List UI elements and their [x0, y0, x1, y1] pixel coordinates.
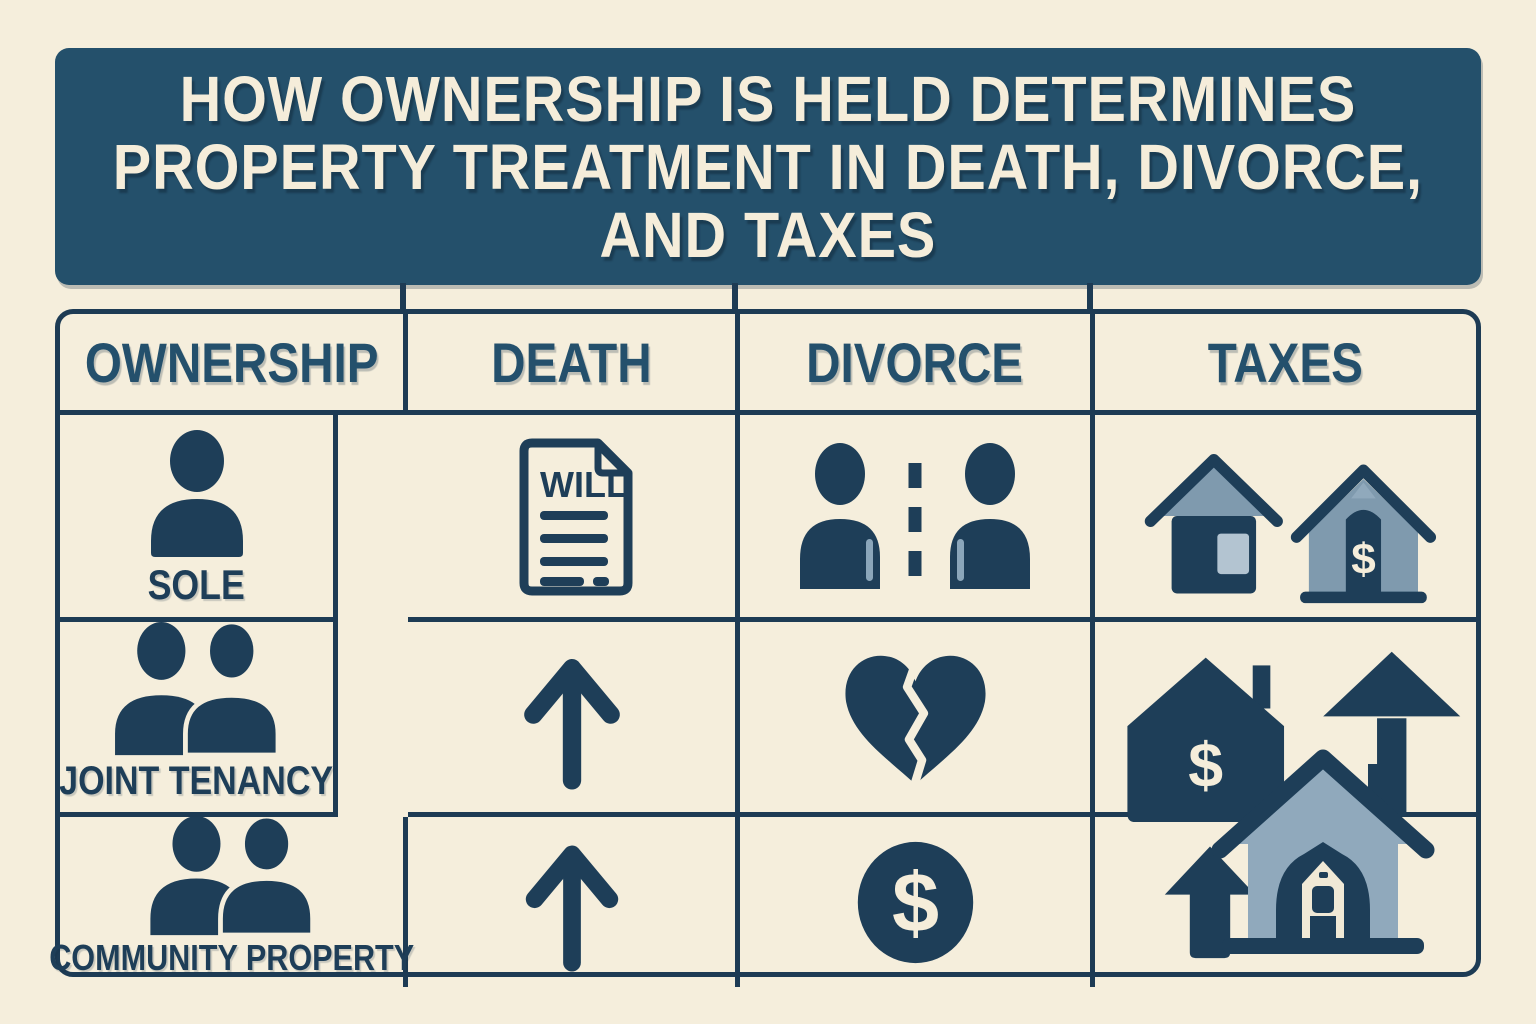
title-line-2: PROPERTY TREATMENT IN DEATH, DIVORCE,: [112, 130, 1424, 203]
ownership-comparison-table: OWNERSHIP DEATH DIVORCE TAXES SOLE WILL: [49, 309, 1481, 987]
title-line-3: AND TAXES: [599, 198, 937, 271]
header-label: DIVORCE: [806, 330, 1024, 394]
up-arrow-and-large-house-icon: [1211, 749, 1435, 954]
cell-death-community-property: [408, 817, 740, 987]
header-label: DEATH: [491, 330, 652, 394]
broken-heart-icon: [844, 655, 986, 786]
header-label: OWNERSHIP: [84, 330, 379, 394]
cell-taxes-sole: $: [1095, 415, 1476, 622]
row-label-joint-tenancy: JOINT TENANCY: [59, 759, 334, 803]
large-house-icon: [1208, 714, 1438, 959]
row-label-community-property: COMMUNITY PROPERTY: [49, 937, 414, 978]
two-people-icon: [149, 817, 315, 937]
cell-taxes-joint-tenancy: $: [1095, 622, 1476, 823]
column-connector-line: [732, 283, 738, 313]
column-header-taxes: TAXES: [1095, 314, 1476, 415]
dollar-sign: $: [891, 854, 938, 949]
cell-divorce-joint-tenancy: [740, 622, 1095, 817]
cell-divorce-sole: [740, 415, 1095, 622]
cell-taxes-community-property: [1095, 817, 1476, 987]
title-line-1: HOW OWNERSHIP IS HELD DETERMINES: [179, 62, 1357, 135]
column-header-ownership: OWNERSHIP: [60, 314, 408, 415]
header-label: TAXES: [1207, 330, 1364, 394]
column-header-divorce: DIVORCE: [740, 314, 1095, 415]
will-document-icon: WILL: [519, 438, 632, 596]
row-label-sole: SOLE: [147, 561, 246, 608]
title-banner: HOW OWNERSHIP IS HELD DETERMINES PROPERT…: [55, 48, 1481, 285]
will-document-title: WILL: [540, 464, 628, 505]
dollar-circle-icon: $: [857, 841, 973, 963]
cell-ownership-sole: SOLE: [60, 415, 338, 622]
house-dollar-and-up-arrow-icon: $: [1126, 651, 1460, 823]
column-connector-line: [1087, 283, 1093, 313]
cell-ownership-community-property: COMMUNITY PROPERTY: [49, 817, 414, 987]
cell-divorce-community-property: $: [740, 817, 1095, 987]
single-person-icon: [150, 430, 243, 557]
column-connector-line: [400, 283, 406, 313]
dollar-sign: $: [1351, 535, 1375, 584]
up-arrow-icon: [523, 658, 620, 790]
two-people-icon: [114, 622, 280, 757]
column-header-death: DEATH: [408, 314, 740, 415]
separated-couple-dashed-line-icon: [800, 443, 1030, 589]
two-houses-dollar-tag-icon: $: [1144, 453, 1436, 604]
cell-death-sole: WILL: [408, 415, 740, 622]
up-arrow-icon: [525, 845, 618, 972]
cell-ownership-joint-tenancy: JOINT TENANCY: [60, 622, 338, 817]
infographic-title: HOW OWNERSHIP IS HELD DETERMINES PROPERT…: [113, 65, 1423, 269]
dollar-sign: $: [1188, 731, 1223, 801]
up-arrow-icon-small: [1164, 846, 1256, 959]
cell-death-joint-tenancy: [408, 622, 740, 817]
